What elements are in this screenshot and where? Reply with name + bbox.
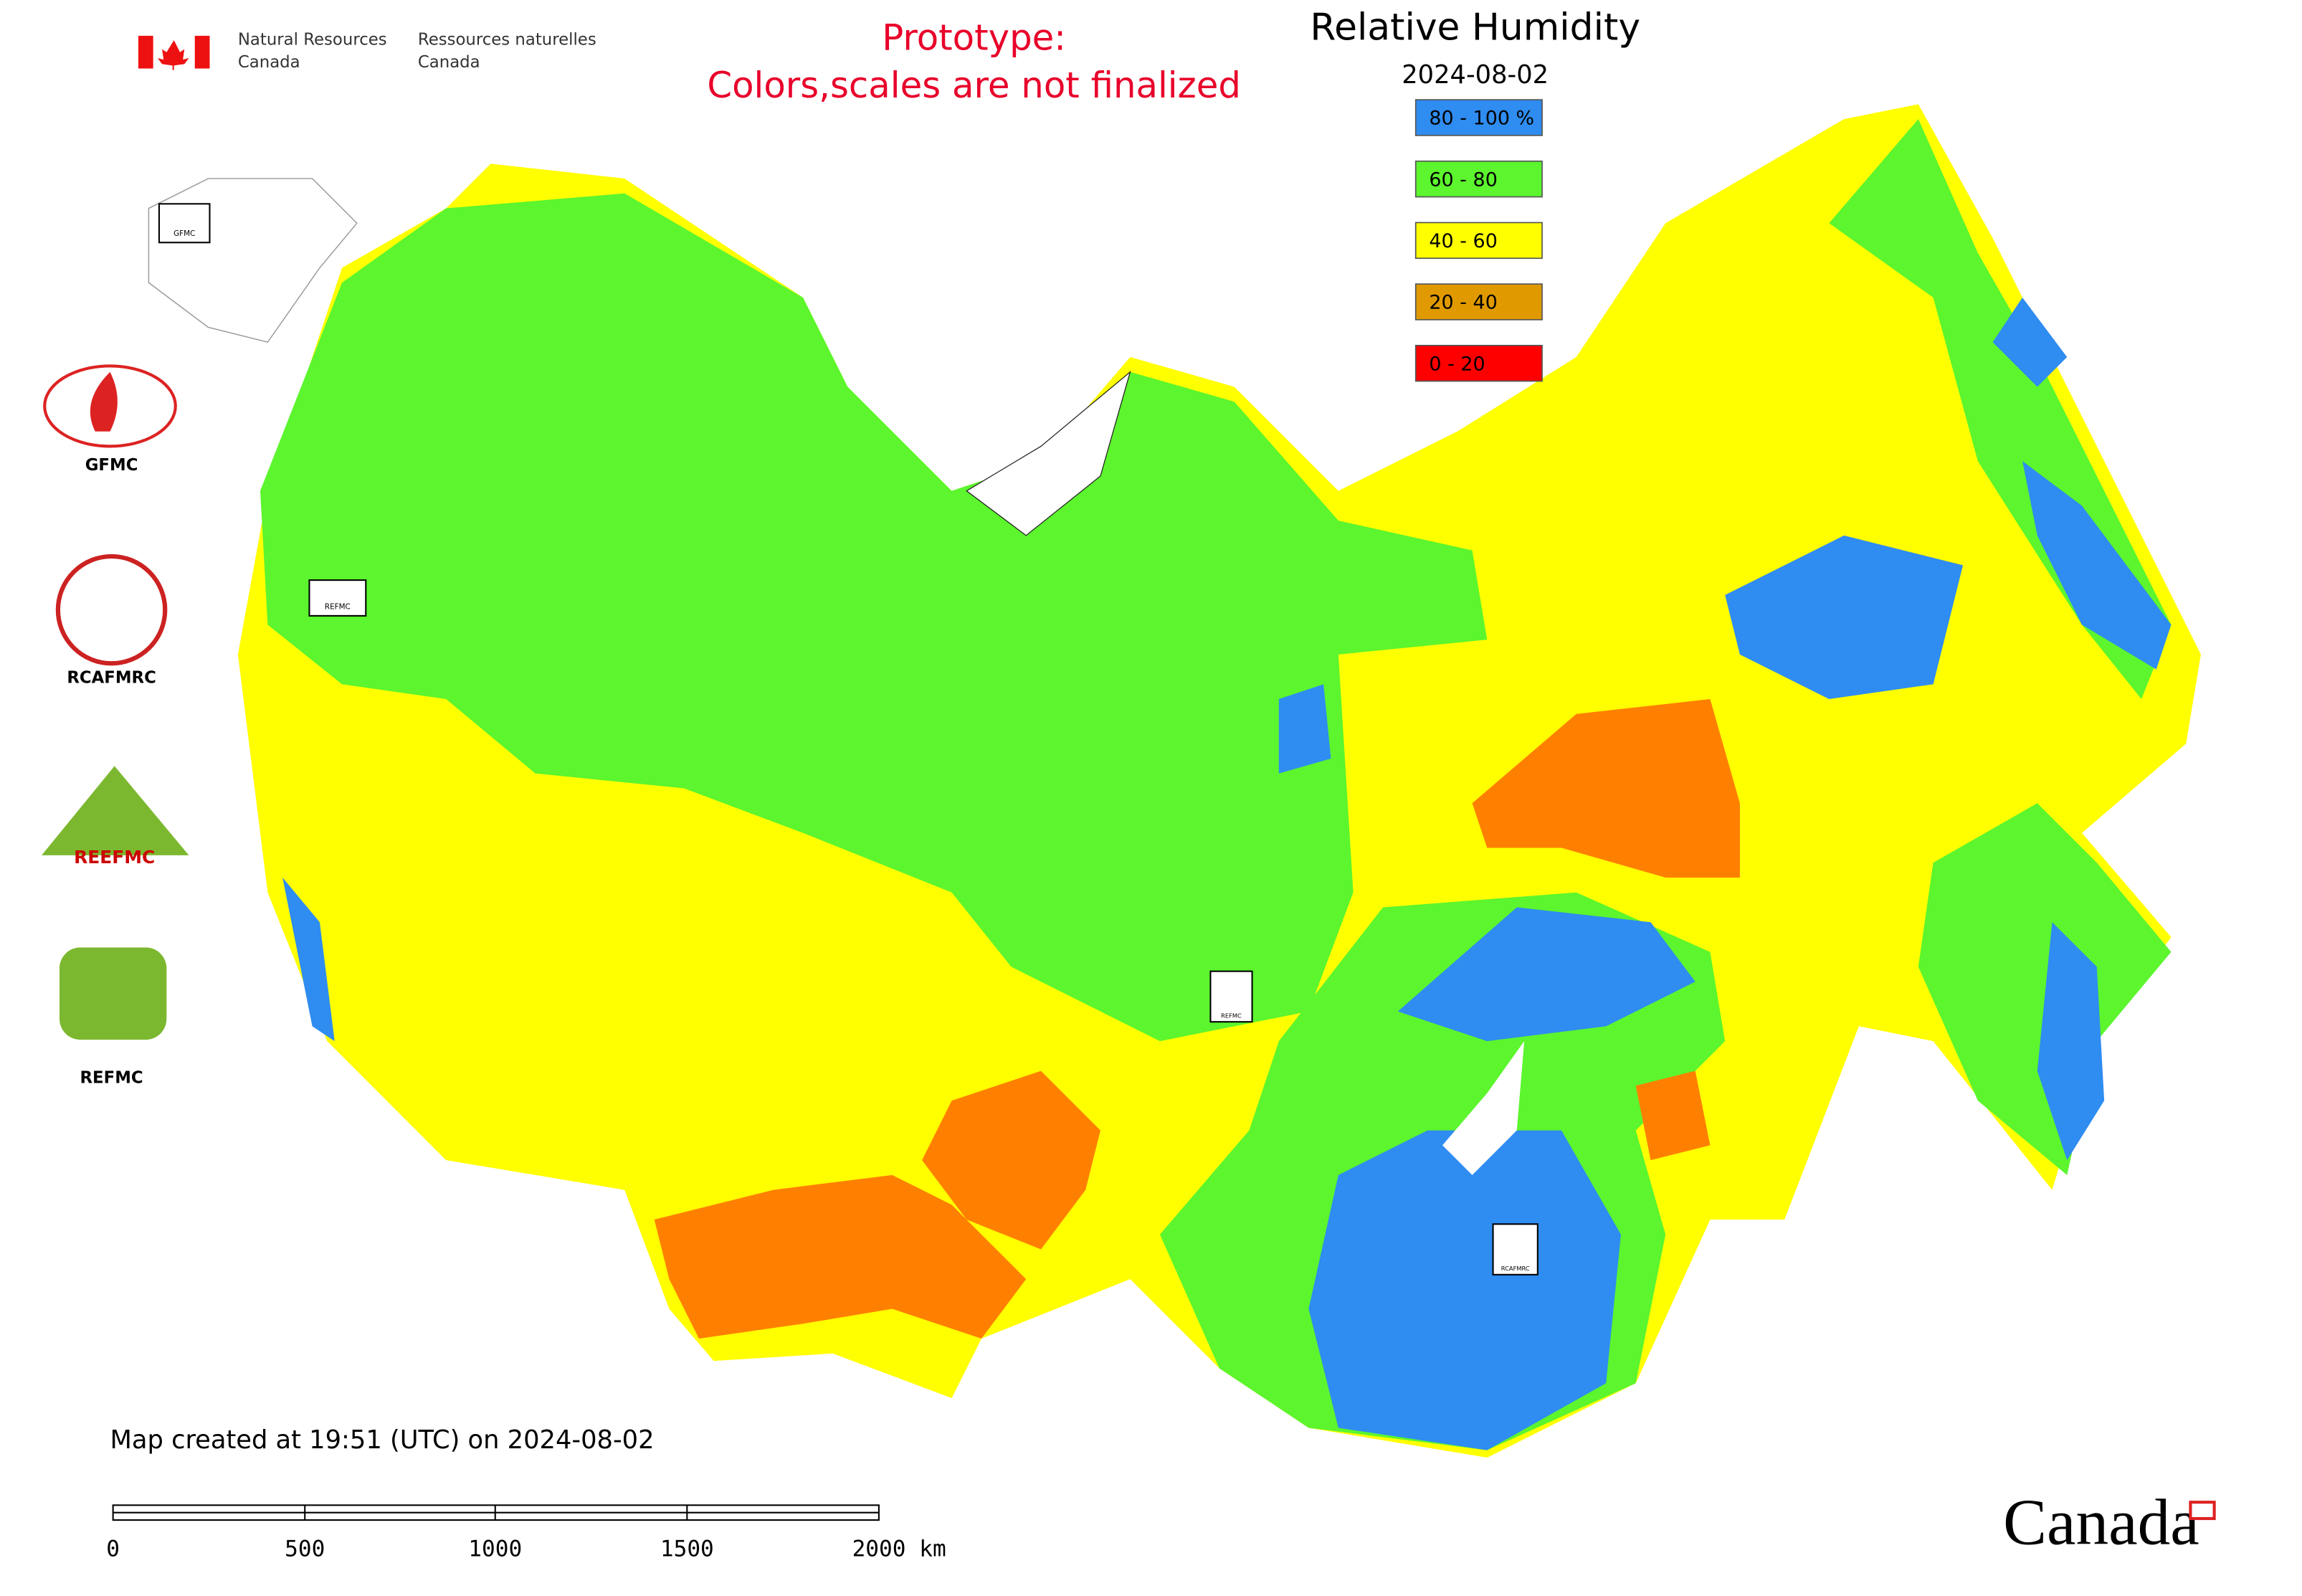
agency-fr: Ressources naturelles <box>418 31 596 49</box>
marker-box <box>308 579 367 617</box>
marker-box <box>1492 1223 1538 1276</box>
wordmark-flag <box>2189 1501 2216 1521</box>
legend-label: 60 - 80 <box>1429 168 1497 191</box>
agency-en: Natural Resources <box>238 31 387 49</box>
logos <box>42 364 189 1040</box>
date: 2024-08-02 <box>1402 60 1549 90</box>
legend-swatch <box>1414 222 1543 260</box>
scale-label: 500 <box>285 1536 325 1562</box>
wordmark: Canada <box>2003 1486 2199 1558</box>
logo-label: GFMC <box>85 456 138 475</box>
map-area <box>148 104 2201 1458</box>
scale-label: 1000 <box>468 1536 522 1562</box>
agency-fr: Canada <box>418 53 480 72</box>
scale-labels: 0 500 1000 1500 2000 km <box>106 1536 946 1562</box>
legend-label: 40 - 60 <box>1429 230 1497 252</box>
legend-swatch <box>1414 283 1543 320</box>
marker-label: REFMC <box>325 602 351 611</box>
scale-label: 1500 <box>660 1536 714 1562</box>
title: Relative Humidity <box>1310 6 1640 49</box>
legend-label: 0 - 20 <box>1429 353 1485 375</box>
logo-label: REFMC <box>80 1069 143 1088</box>
scale-bar <box>112 1504 880 1521</box>
marker-box <box>1209 970 1253 1023</box>
canada-flag <box>138 35 210 70</box>
marker-label: GFMC <box>173 229 195 238</box>
legend-label: 80 - 100 % <box>1429 108 1534 130</box>
logo-label: REEFMC <box>74 847 155 868</box>
notice: Colors,scales are not finalized <box>707 65 1241 106</box>
legend: 80 - 100 % 60 - 80 40 - 60 20 - 40 0 - 20 <box>1414 99 1543 382</box>
marker-label: RCAFMRC <box>1501 1265 1530 1272</box>
marker-label: REFMC <box>1221 1012 1242 1019</box>
marker-box <box>158 203 211 244</box>
legend-swatch <box>1414 344 1543 382</box>
legend-label: 20 - 40 <box>1429 292 1497 314</box>
notice: Prototype: <box>882 17 1066 59</box>
created-note: Map created at 19:51 (UTC) on 2024-08-02 <box>110 1425 654 1455</box>
scale-label: 2000 km <box>852 1536 946 1562</box>
agency-en: Canada <box>238 53 300 72</box>
legend-swatch <box>1414 99 1543 136</box>
legend-swatch <box>1414 160 1543 198</box>
logo-label: RCAFMRC <box>67 669 156 688</box>
scale-label: 0 <box>106 1536 120 1562</box>
